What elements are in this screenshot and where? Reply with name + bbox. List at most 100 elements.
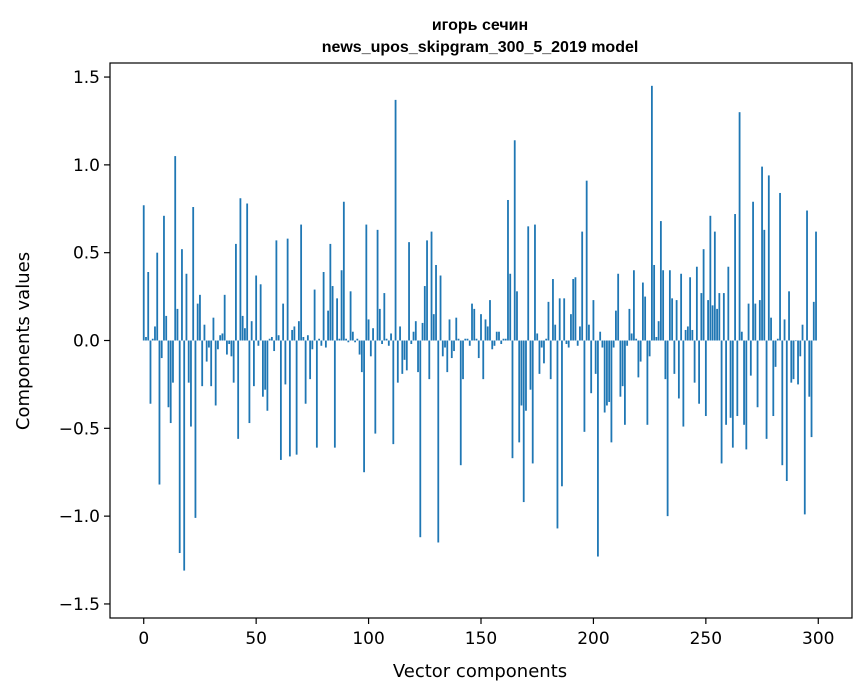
bar-component-24 — [196, 303, 199, 341]
bar-component-295 — [806, 210, 808, 341]
bar-component-147 — [473, 308, 476, 341]
bar-component-223 — [644, 296, 647, 341]
bar-component-45 — [244, 328, 246, 341]
bar-component-278 — [767, 175, 770, 341]
bar-component-180 — [547, 301, 550, 341]
bar-component-230 — [659, 221, 662, 341]
bar-component-68 — [295, 340, 298, 455]
bar-component-173 — [531, 340, 534, 464]
bar-component-233 — [666, 340, 669, 517]
bar-component-117 — [405, 340, 408, 371]
bar-component-98 — [363, 340, 365, 473]
bar-component-186 — [561, 340, 563, 487]
bar-component-191 — [572, 279, 575, 341]
bar-component-240 — [682, 340, 685, 427]
bar-component-266 — [740, 331, 743, 341]
y-tick-label: −0.5 — [59, 419, 100, 439]
bar-component-197 — [585, 180, 588, 341]
bar-component-97 — [360, 340, 363, 373]
bar-component-167 — [518, 340, 521, 443]
bar-component-129 — [432, 314, 435, 341]
bar-component-81 — [324, 340, 327, 348]
bar-component-259 — [725, 340, 727, 425]
bar-component-282 — [776, 338, 779, 341]
bar-component-224 — [646, 340, 649, 425]
bar-component-283 — [779, 192, 781, 341]
bar-component-273 — [756, 340, 759, 408]
bar-component-222 — [641, 282, 644, 341]
bar-component-126 — [426, 240, 428, 341]
bar-component-256 — [718, 293, 721, 341]
bar-component-184 — [556, 340, 559, 529]
bar-component-65 — [288, 340, 291, 457]
bar-component-204 — [601, 340, 604, 348]
x-tick-label: 200 — [577, 629, 609, 649]
bar-component-208 — [610, 340, 613, 443]
bar-component-95 — [356, 338, 359, 341]
chart-title-line-2: news_upos_skipgram_300_5_2019 model — [322, 39, 639, 56]
bar-component-122 — [417, 340, 419, 373]
bar-component-10 — [165, 315, 168, 341]
bar-component-288 — [790, 340, 793, 383]
y-axis-label: Components values — [13, 252, 34, 430]
bar-component-226 — [650, 85, 653, 341]
bar-component-294 — [803, 340, 806, 515]
bar-component-124 — [421, 322, 424, 341]
bar-component-169 — [522, 340, 525, 503]
bar-component-262 — [731, 340, 734, 448]
bar-component-111 — [392, 340, 395, 445]
bar-component-119 — [410, 340, 413, 345]
bar-component-25 — [199, 294, 201, 341]
bar-component-34 — [219, 335, 222, 341]
bar-component-205 — [603, 340, 606, 413]
bar-component-213 — [621, 340, 624, 387]
bar-component-268 — [745, 340, 748, 450]
y-tick-label: 1.0 — [73, 156, 100, 176]
bar-component-287 — [788, 291, 790, 341]
bar-component-183 — [554, 324, 557, 341]
bar-component-253 — [711, 305, 714, 341]
bar-component-133 — [441, 340, 444, 357]
bar-component-71 — [302, 336, 305, 341]
bar-component-96 — [358, 340, 361, 355]
bar-component-75 — [311, 340, 314, 350]
bar-component-30 — [210, 340, 213, 387]
bar-component-179 — [545, 338, 548, 341]
bar-component-109 — [387, 340, 390, 346]
bar-component-154 — [489, 300, 491, 341]
x-axis-label: Vector components — [393, 661, 567, 682]
x-tick-label: 0 — [138, 629, 149, 649]
bar-component-161 — [504, 338, 507, 341]
bar-component-101 — [369, 340, 372, 357]
bar-component-189 — [567, 340, 570, 348]
bar-component-260 — [727, 266, 730, 341]
bar-component-188 — [565, 340, 568, 345]
y-tick-label: 1.5 — [73, 68, 100, 88]
bar-component-285 — [783, 319, 786, 341]
bar-component-102 — [372, 328, 374, 341]
bar-component-73 — [306, 335, 309, 341]
bar-component-19 — [185, 273, 188, 341]
bar-component-139 — [455, 317, 458, 341]
bar-component-80 — [322, 272, 325, 341]
bar-component-120 — [412, 331, 415, 341]
bar-component-238 — [677, 340, 680, 399]
bar-component-152 — [484, 319, 487, 341]
bar-component-43 — [239, 198, 242, 341]
bar-component-275 — [761, 166, 763, 341]
bar-component-258 — [722, 293, 725, 341]
bar-component-298 — [812, 301, 815, 341]
bar-component-174 — [534, 224, 536, 341]
bar-component-234 — [668, 270, 671, 341]
bar-component-271 — [752, 201, 754, 341]
bar-component-20 — [187, 340, 190, 383]
x-tick-label: 300 — [802, 629, 834, 649]
bar-component-11 — [167, 340, 170, 408]
bar-component-279 — [770, 317, 772, 341]
bar-component-221 — [639, 340, 642, 362]
bar-component-182 — [552, 279, 554, 341]
bar-component-292 — [799, 340, 802, 357]
bar-component-235 — [671, 298, 674, 341]
bar-component-44 — [241, 315, 244, 341]
